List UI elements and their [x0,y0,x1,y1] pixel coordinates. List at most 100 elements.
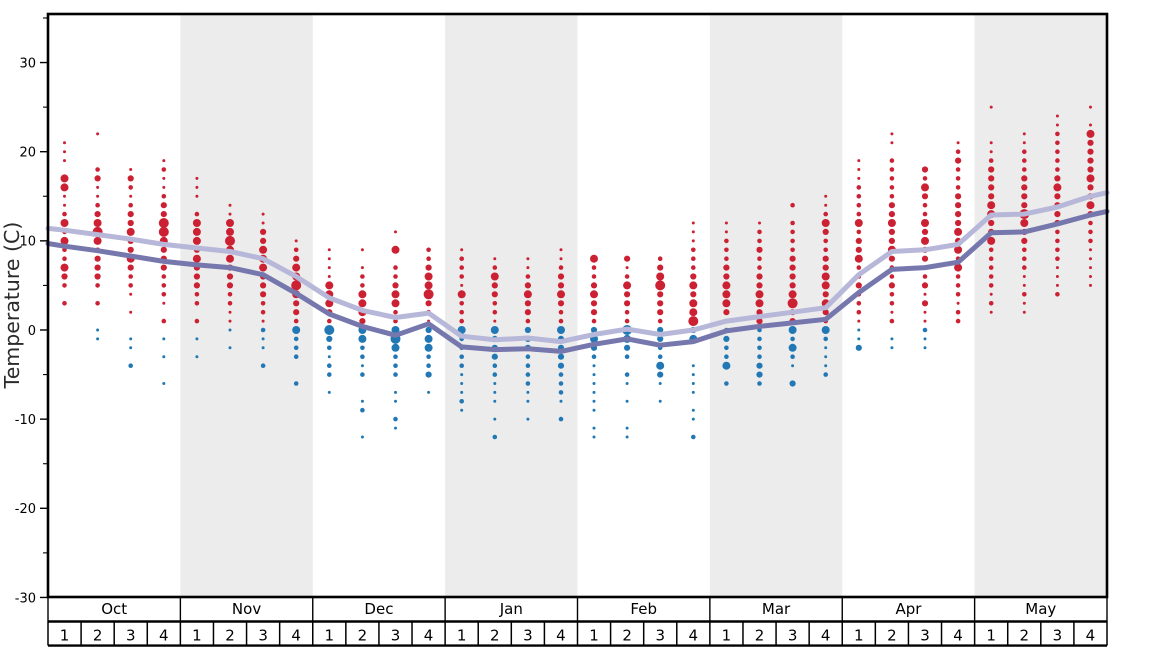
above-freezing-dot [61,273,68,280]
above-freezing-dot [624,318,630,324]
below-freezing-dot [459,363,465,369]
above-freezing-dot [1054,193,1061,200]
above-freezing-dot [921,236,929,245]
above-freezing-dot [955,185,961,190]
above-freezing-dot [492,265,498,270]
week-number-label: 4 [1086,627,1096,645]
above-freezing-dot [1054,211,1061,218]
above-freezing-dot [988,166,995,173]
above-freezing-dot [94,273,101,280]
below-freezing-dot [592,435,596,439]
above-freezing-dot [425,264,432,271]
below-freezing-dot [327,372,332,377]
above-freezing-dot [856,211,862,217]
above-freezing-dot [790,202,795,208]
above-freezing-dot [988,283,994,288]
above-freezing-dot [624,300,631,307]
above-freezing-dot [459,265,465,270]
above-freezing-dot [558,318,564,324]
above-freezing-dot [1087,166,1094,173]
above-freezing-dot [293,300,300,307]
below-freezing-dot [624,372,630,377]
below-freezing-dot [691,434,696,440]
above-freezing-dot [162,185,166,189]
above-freezing-dot [756,246,763,253]
above-freezing-dot [226,254,234,263]
above-freezing-dot [524,309,532,316]
above-freezing-dot [525,274,531,279]
above-freezing-dot [60,174,69,183]
above-freezing-dot [158,218,169,228]
above-freezing-dot [426,256,431,262]
above-freezing-dot [689,299,698,308]
below-freezing-dot [492,434,498,440]
above-freezing-dot [127,211,134,218]
above-freezing-dot [260,301,266,306]
below-freezing-dot [360,399,364,403]
above-freezing-dot [95,167,100,172]
below-freezing-dot [592,390,596,394]
above-freezing-dot [160,202,167,209]
above-freezing-dot [988,158,994,163]
above-freezing-dot [624,255,631,262]
above-freezing-dot [724,247,729,253]
above-freezing-dot [787,298,798,309]
above-freezing-dot [889,292,895,297]
above-freezing-dot [1087,139,1094,146]
above-freezing-dot [888,228,896,235]
week-number-label: 3 [1053,627,1063,645]
average-min-temperature-line [45,208,1110,354]
below-freezing-dot [922,327,928,333]
above-freezing-dot [591,318,597,324]
average-max-temperature-line [45,190,1110,345]
below-freezing-dot [162,337,166,341]
above-freezing-dot [393,274,398,279]
above-freezing-dot [1088,238,1093,244]
above-freezing-dot [425,300,432,307]
above-freezing-dot [656,272,665,281]
above-freezing-dot [1022,256,1027,262]
above-freezing-dot [955,309,961,315]
below-freezing-dot [327,390,331,394]
above-freezing-dot [724,256,729,262]
below-freezing-dot [757,336,762,342]
below-freezing-dot [691,417,695,421]
above-freezing-dot [1055,256,1060,262]
below-freezing-dot [724,381,729,386]
above-freezing-dot [392,282,399,289]
below-freezing-dot [788,326,797,334]
above-freezing-dot [426,247,431,253]
above-freezing-dot [62,256,67,262]
above-freezing-dot [128,202,133,208]
below-freezing-dot [426,363,431,369]
above-freezing-dot [691,265,696,270]
above-freezing-dot [60,183,69,192]
above-freezing-dot [358,290,367,299]
above-freezing-dot [94,211,101,218]
above-freezing-dot [62,301,67,306]
below-freezing-dot [424,334,433,343]
below-freezing-dot [393,416,398,422]
above-freezing-dot [923,319,927,323]
above-freezing-dot [956,301,960,305]
above-freezing-dot [822,255,829,262]
below-freezing-dot [526,417,530,421]
below-freezing-dot [129,337,133,341]
above-freezing-dot [955,202,962,209]
above-freezing-dot [293,247,299,253]
above-freezing-dot [1054,175,1061,182]
above-freezing-dot [327,275,331,278]
above-freezing-dot [161,194,167,199]
below-freezing-dot [358,334,367,343]
above-freezing-dot [1055,149,1060,154]
above-freezing-dot [989,105,993,109]
above-freezing-dot [690,273,697,280]
above-freezing-dot [824,203,828,207]
above-freezing-dot [559,248,563,252]
above-freezing-dot [856,194,862,199]
above-freezing-dot [856,309,862,315]
above-freezing-dot [261,221,265,225]
below-freezing-dot [195,337,199,341]
month-label-Feb: Feb [630,600,657,618]
above-freezing-dot [492,309,498,315]
